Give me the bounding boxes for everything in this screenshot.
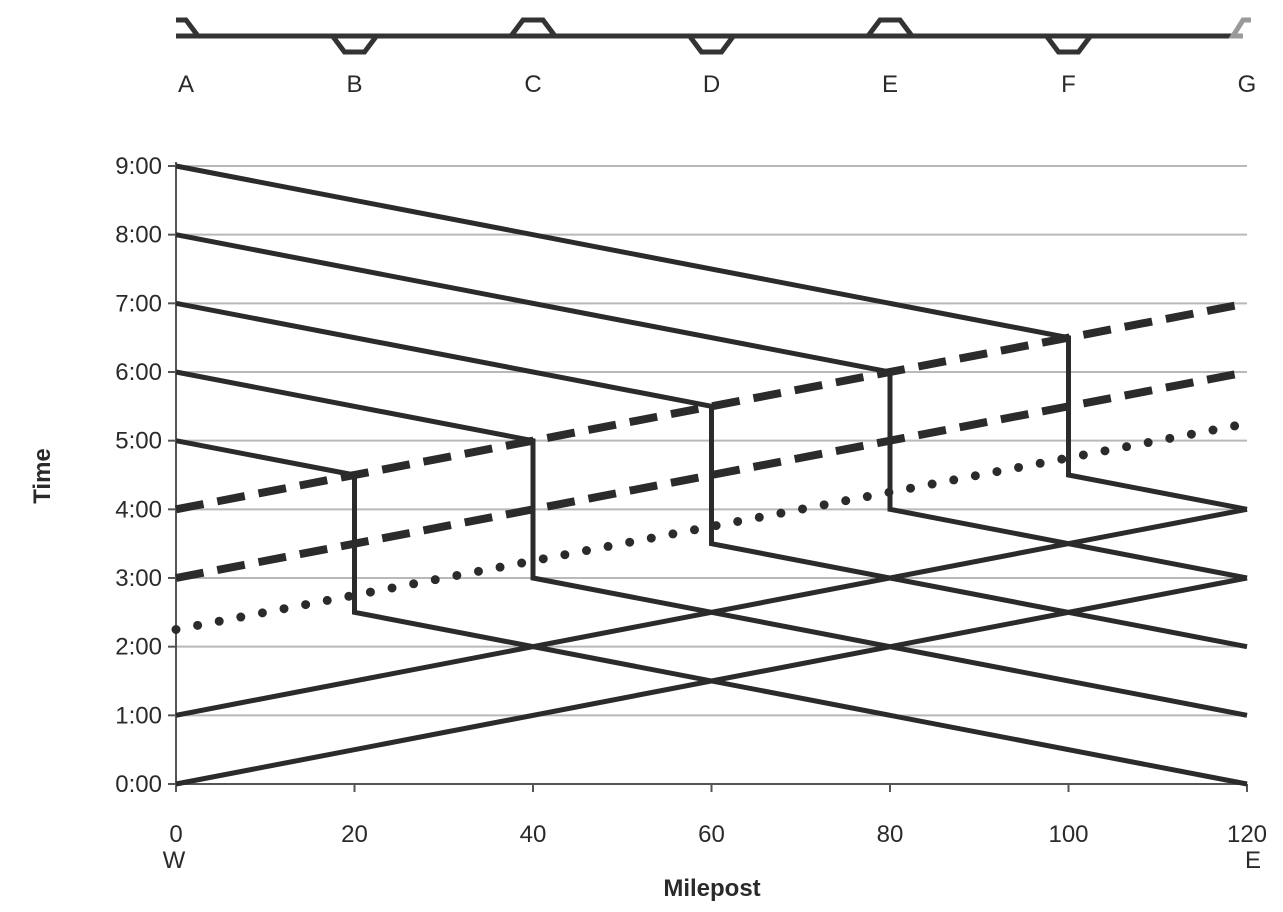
station-label-A: A [178,71,194,98]
x-tick-label-0: 0 [169,821,182,848]
y-tick-label-1: 1:00 [115,702,162,729]
series-line-9 [175,299,1248,514]
y-tick-label-9: 9:00 [115,153,162,180]
station-label-C: C [524,71,541,98]
x-end-label-left: W [163,847,186,874]
track-diagram: A B C D E F G [176,17,1257,98]
siding-A [176,17,200,38]
siding-E [866,17,914,38]
x-tick-label-1: 20 [341,821,368,848]
siding-F [1044,34,1093,55]
x-tick-label-6: 120 [1227,821,1267,848]
y-tick-label-5: 5:00 [115,428,162,455]
station-label-F: F [1061,71,1076,98]
y-axis-title: Time [29,448,56,504]
labels: Time Milepost W E [29,448,1261,902]
series-line-3 [175,300,1248,650]
x-tick-label-4: 80 [877,821,904,848]
x-tick-label-3: 60 [698,821,725,848]
y-tick-label-0: 0:00 [115,771,162,798]
y-tick-label-6: 6:00 [115,359,162,386]
track-end-G [1228,17,1251,39]
x-tick-label-2: 40 [520,821,547,848]
series-line-6 [175,575,1248,787]
series-line-7 [175,506,1248,718]
siding-B [330,34,379,55]
siding-D [687,34,736,55]
y-tick-label-3: 3:00 [115,565,162,592]
series-lines [171,163,1252,787]
y-tick-label-2: 2:00 [115,634,162,661]
x-axis-title: Milepost [663,875,760,902]
y-tick-label-8: 8:00 [115,222,162,249]
series-line-8 [175,368,1248,582]
x-tick-label-5: 100 [1048,821,1088,848]
station-label-G: G [1238,71,1257,98]
siding-C [509,17,557,38]
axes: 0:00 1:00 2:00 3:00 4:00 5:00 6:00 7:00 8:00 9:00… [115,153,1267,848]
station-label-D: D [703,71,720,98]
station-label-B: B [346,71,362,98]
y-tick-label-4: 4:00 [115,496,162,523]
station-label-E: E [882,71,898,98]
y-tick-label-7: 7:00 [115,290,162,317]
x-end-label-right: E [1245,847,1261,874]
